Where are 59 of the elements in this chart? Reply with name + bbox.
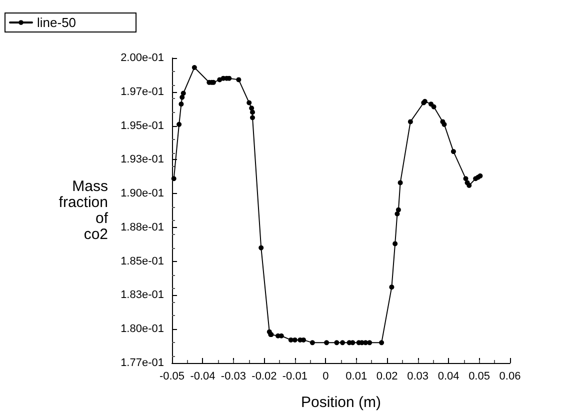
x-tick-label: -0.02 [252, 370, 277, 382]
point [250, 110, 256, 115]
point [392, 241, 398, 246]
legend-label: line-50 [37, 15, 76, 30]
y-tick-label: 1.83e-01 [120, 289, 164, 302]
y-tick-label: 1.77e-01 [120, 357, 164, 369]
point [176, 122, 182, 127]
point [398, 180, 403, 186]
point [258, 245, 264, 250]
point [466, 182, 472, 188]
y-tick-label: 1.85e-01 [120, 255, 164, 268]
point [334, 340, 340, 346]
x-tick-label: -0.04 [190, 370, 216, 382]
x-axis-title: Position (m) [300, 394, 382, 411]
point [379, 340, 384, 346]
point [301, 337, 306, 342]
point [428, 102, 434, 107]
x-tick-label: 0.06 [499, 370, 521, 382]
y-tick-label: 1.95e-01 [120, 120, 164, 132]
point [180, 90, 186, 96]
x-tick-label: -0.03 [220, 370, 246, 382]
point [389, 284, 394, 290]
x-tick-label: 0.04 [438, 370, 460, 382]
y-tick-label: 1.88e-01 [120, 221, 164, 234]
point [396, 207, 401, 212]
x-tick-label: 0.02 [376, 370, 398, 382]
point [192, 64, 197, 70]
y-tick-label: 1.80e-01 [120, 323, 164, 336]
point [246, 100, 252, 106]
point [236, 77, 242, 82]
point [408, 119, 413, 124]
point [363, 340, 368, 346]
point [340, 340, 346, 346]
y-axis-title: Mass fraction of co2 [58, 178, 109, 243]
x-tick-label: -0.01 [282, 370, 308, 382]
x-tick-label: 0.01 [346, 370, 368, 382]
x-tick-label: 0.03 [407, 370, 429, 382]
point [450, 149, 456, 154]
point [350, 340, 356, 346]
point [180, 94, 185, 100]
point [324, 340, 330, 346]
y-tick-label: 1.97e-01 [120, 86, 164, 98]
point [310, 340, 315, 346]
point [171, 176, 176, 182]
y-tick-label: 1.93e-01 [120, 154, 164, 166]
point [367, 340, 372, 346]
point [249, 106, 254, 111]
y-tick-label: 2.00e-01 [120, 52, 164, 64]
point [442, 122, 447, 127]
point [178, 102, 184, 107]
point [250, 115, 256, 120]
point [217, 77, 222, 82]
point [394, 211, 400, 216]
x-tick-label: 0.05 [468, 370, 490, 382]
x-tick-label: 0 [322, 370, 329, 382]
point [463, 176, 468, 182]
point [431, 104, 436, 110]
x-tick-label: -0.05 [159, 370, 185, 382]
y-tick-label: 1.90e-01 [120, 188, 164, 200]
